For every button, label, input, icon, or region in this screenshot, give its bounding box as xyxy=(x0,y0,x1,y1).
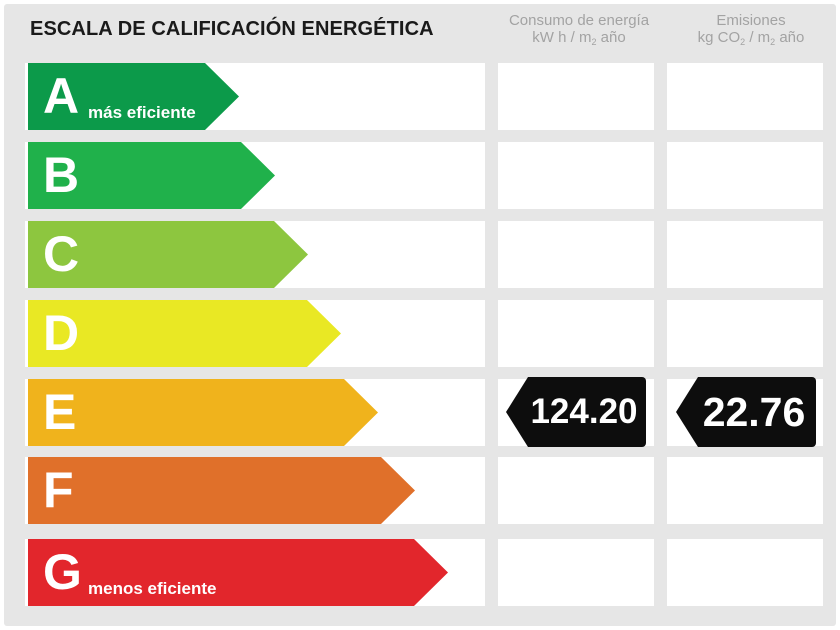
emisiones-unit-sub2: 2 xyxy=(770,37,776,47)
rating-letter: B xyxy=(43,147,80,203)
emisiones-unit-post: año xyxy=(775,29,805,46)
rating-arrow-a: A más eficiente xyxy=(28,63,239,130)
consumo-header-label: Consumo de energía xyxy=(508,12,650,29)
consumo-cell-b xyxy=(498,142,654,209)
rating-row-c: C xyxy=(0,221,840,288)
emisiones-cell-c xyxy=(667,221,823,288)
column-header-emisiones: Emisiones kg CO2 / m2 año xyxy=(666,12,836,47)
rating-row-b: B xyxy=(0,142,840,209)
rating-arrow-g: G menos eficiente xyxy=(28,539,448,606)
consumo-header-unit: kW h / m2 año xyxy=(496,29,662,47)
emisiones-unit-sub: 2 xyxy=(740,37,746,47)
page-title: ESCALA DE CALIFICACIÓN ENERGÉTICA xyxy=(30,18,434,40)
consumo-value: 124.20 xyxy=(530,392,638,431)
rating-row-a: A más eficiente xyxy=(0,63,840,130)
rating-arrow-c: C xyxy=(28,221,308,288)
emisiones-cell-d xyxy=(667,300,823,367)
emisiones-cell-f xyxy=(667,457,823,524)
emisiones-header-unit: kg CO2 / m2 año xyxy=(666,29,836,47)
emisiones-value: 22.76 xyxy=(702,388,806,435)
consumo-cell-d xyxy=(498,300,654,367)
rating-letter: D xyxy=(43,305,80,361)
rating-description: más eficiente xyxy=(88,103,196,122)
rating-letter: G xyxy=(43,544,82,600)
emisiones-value-badge: 22.76 xyxy=(676,377,816,447)
rating-row-g: G menos eficiente xyxy=(0,539,840,606)
emisiones-cell-g xyxy=(667,539,823,606)
emisiones-unit-mid: / m xyxy=(745,29,771,46)
rating-row-f: F xyxy=(0,457,840,524)
emisiones-cell-b xyxy=(667,142,823,209)
consumo-cell-f xyxy=(498,457,654,524)
consumo-value-badge: 124.20 xyxy=(506,377,646,447)
emisiones-header-label: Emisiones xyxy=(716,12,786,29)
consumo-cell-c xyxy=(498,221,654,288)
consumo-unit-sub: 2 xyxy=(591,37,597,47)
rating-arrow-e: E xyxy=(28,379,378,446)
rating-letter: F xyxy=(43,462,74,518)
rating-letter: E xyxy=(43,384,77,440)
consumo-cell-g xyxy=(498,539,654,606)
consumo-unit-post: año xyxy=(596,29,626,46)
rating-letter: C xyxy=(43,226,80,282)
emisiones-unit-text: kg CO xyxy=(697,29,741,46)
rating-row-d: D xyxy=(0,300,840,367)
rating-arrow-f: F xyxy=(28,457,415,524)
rating-arrow-b: B xyxy=(28,142,275,209)
rating-arrow-d: D xyxy=(28,300,341,367)
column-header-consumo: Consumo de energía kW h / m2 año xyxy=(496,12,662,47)
rating-description: menos eficiente xyxy=(88,579,217,598)
rating-letter: A xyxy=(43,68,80,124)
emisiones-cell-a xyxy=(667,63,823,130)
consumo-cell-a xyxy=(498,63,654,130)
consumo-unit-text: kW h / m xyxy=(532,29,592,46)
